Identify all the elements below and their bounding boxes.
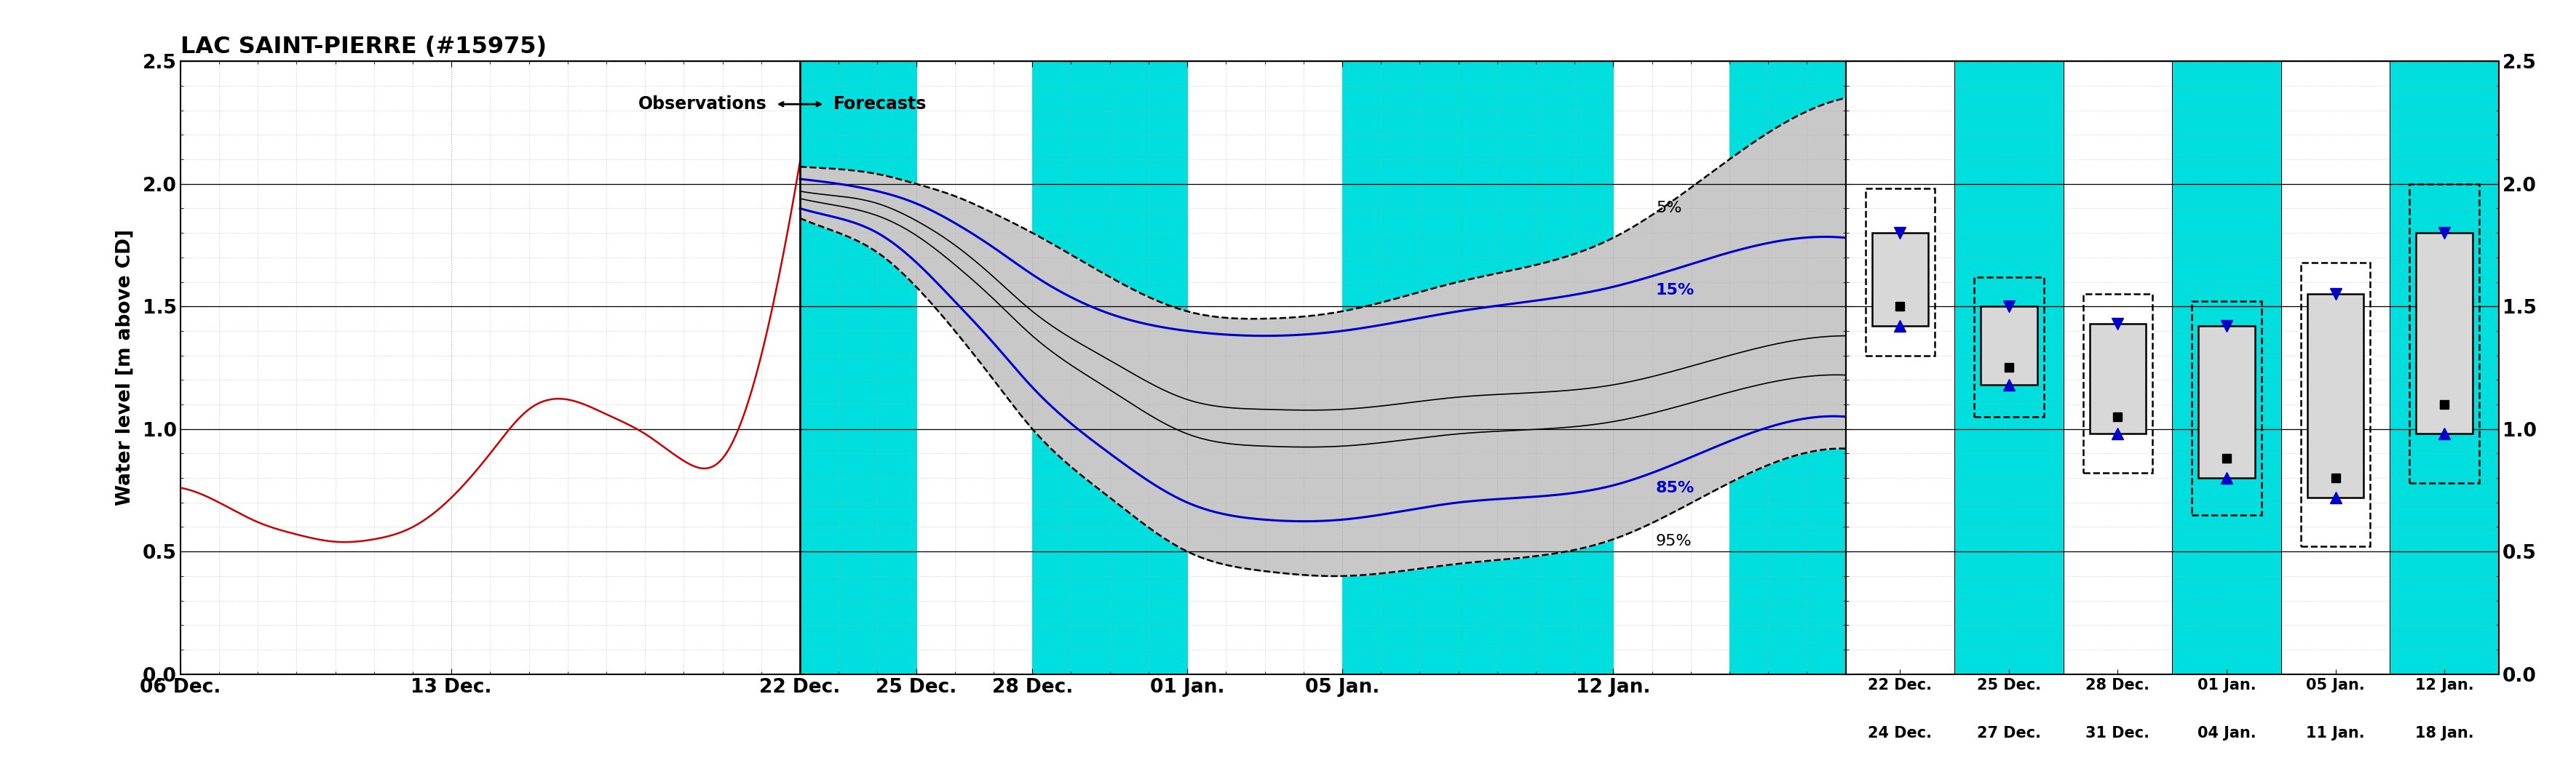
- Bar: [2197, 326, 2254, 478]
- Bar: [1844, 61, 1955, 674]
- Text: 15%: 15%: [1656, 283, 1695, 298]
- Bar: [2063, 61, 2172, 674]
- Bar: [2300, 262, 2370, 547]
- Bar: [1728, 61, 1844, 674]
- Text: Observations: Observations: [639, 96, 768, 113]
- Bar: [1981, 306, 2038, 385]
- Bar: [2280, 61, 2391, 674]
- Y-axis label: Water level [m above CD]: Water level [m above CD]: [116, 230, 134, 506]
- Bar: [2416, 233, 2473, 434]
- Bar: [2308, 294, 2365, 498]
- Text: Forecasts: Forecasts: [832, 96, 927, 113]
- Text: 95%: 95%: [1656, 534, 1692, 548]
- Bar: [2197, 326, 2254, 478]
- Bar: [2192, 302, 2262, 515]
- Bar: [801, 61, 917, 674]
- Bar: [1865, 188, 1935, 355]
- Bar: [1981, 306, 2038, 385]
- Text: 11 Jan.: 11 Jan.: [2306, 726, 2365, 741]
- Bar: [2089, 323, 2146, 434]
- Bar: [1955, 61, 2063, 674]
- Bar: [2089, 323, 2146, 434]
- Bar: [1873, 233, 1929, 326]
- Bar: [2409, 184, 2478, 483]
- Text: 85%: 85%: [1656, 480, 1695, 495]
- Text: 31 Dec.: 31 Dec.: [2087, 726, 2151, 741]
- Bar: [2308, 294, 2365, 498]
- Bar: [2416, 233, 2473, 434]
- Bar: [1873, 233, 1929, 326]
- Bar: [2084, 294, 2154, 473]
- Text: 24 Dec.: 24 Dec.: [1868, 726, 1932, 741]
- Text: 5%: 5%: [1656, 201, 1682, 215]
- Bar: [1973, 277, 2043, 417]
- Text: 18 Jan.: 18 Jan.: [2414, 726, 2473, 741]
- Bar: [1033, 61, 1188, 674]
- Text: 27 Dec.: 27 Dec.: [1976, 726, 2040, 741]
- Text: 04 Jan.: 04 Jan.: [2197, 726, 2257, 741]
- Text: LAC SAINT-PIERRE (#15975): LAC SAINT-PIERRE (#15975): [180, 36, 546, 58]
- Bar: [2391, 61, 2499, 674]
- Bar: [2172, 61, 2280, 674]
- Bar: [1342, 61, 1613, 674]
